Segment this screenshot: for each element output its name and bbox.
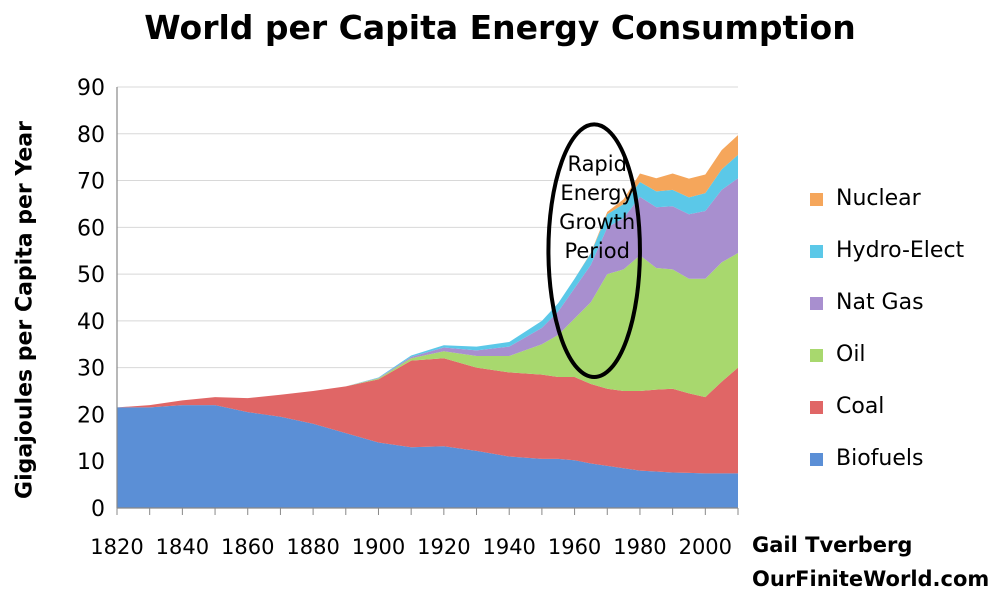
legend-swatch <box>810 401 823 414</box>
x-tick-label: 1980 <box>613 535 666 559</box>
legend-item-nuclear: Nuclear <box>810 186 1000 212</box>
annotation-text-line: Period <box>564 239 629 263</box>
legend-label: Hydro-Elect <box>836 238 965 263</box>
area-layers <box>117 135 738 508</box>
x-tick-label: 1840 <box>156 535 209 559</box>
legend-swatch <box>810 453 823 466</box>
y-tick-label: 80 <box>77 123 105 148</box>
y-tick-label: 50 <box>77 263 105 288</box>
y-tick-label: 60 <box>77 216 105 241</box>
y-tick-label: 40 <box>77 310 105 335</box>
credit: Gail Tverberg OurFiniteWorld.com <box>752 528 989 596</box>
annotation-text-line: Growth <box>559 210 635 234</box>
annotation-text-line: Rapid <box>567 152 627 176</box>
legend-item-hydro-elect: Hydro-Elect <box>810 238 1000 264</box>
x-tick-label: 1920 <box>417 535 470 559</box>
legend-item-coal: Coal <box>810 394 1000 420</box>
area-coal <box>117 358 738 474</box>
legend-label: Coal <box>836 394 885 419</box>
annotation-ellipse <box>546 122 642 380</box>
legend-item-nat-gas: Nat Gas <box>810 290 1000 316</box>
credit-author: Gail Tverberg <box>752 533 913 557</box>
y-tick-label: 0 <box>91 497 105 522</box>
annotation-text-line: Energy <box>560 181 634 205</box>
legend-item-biofuels: Biofuels <box>810 446 1000 472</box>
y-tick-label: 70 <box>77 170 105 195</box>
legend-label: Oil <box>836 342 866 367</box>
x-tick-label: 1900 <box>352 535 405 559</box>
legend-label: Nuclear <box>836 186 921 211</box>
tick-labels: 0 10 20 30 40 50 60 70 80 90 1820 1840 1860 1880 1900 1… <box>77 76 732 559</box>
legend-swatch <box>810 349 823 362</box>
credit-site: OurFiniteWorld.com <box>752 567 990 591</box>
x-tick-label: 1820 <box>90 535 143 559</box>
y-tick-label: 20 <box>77 403 105 428</box>
x-tick-label: 1880 <box>286 535 339 559</box>
area-biofuels <box>117 405 738 508</box>
y-tick-label: 30 <box>77 357 105 382</box>
area-oil <box>117 253 738 408</box>
y-tick-label: 10 <box>77 450 105 475</box>
legend-item-oil: Oil <box>810 342 1000 368</box>
legend-label: Biofuels <box>836 446 924 471</box>
chart-title: World per Capita Energy Consumption <box>144 8 856 47</box>
legend-swatch <box>810 297 823 310</box>
legend-swatch <box>810 245 823 258</box>
annotations: Rapid Energy Growth Period <box>546 122 642 380</box>
axes <box>116 87 739 515</box>
x-tick-label: 1940 <box>482 535 535 559</box>
x-tick-label: 1960 <box>548 535 601 559</box>
x-tick-label: 2000 <box>679 535 732 559</box>
legend-swatch <box>810 193 823 206</box>
y-tick-label: 90 <box>77 76 105 101</box>
legend-label: Nat Gas <box>836 290 924 315</box>
x-tick-label: 1860 <box>221 535 274 559</box>
